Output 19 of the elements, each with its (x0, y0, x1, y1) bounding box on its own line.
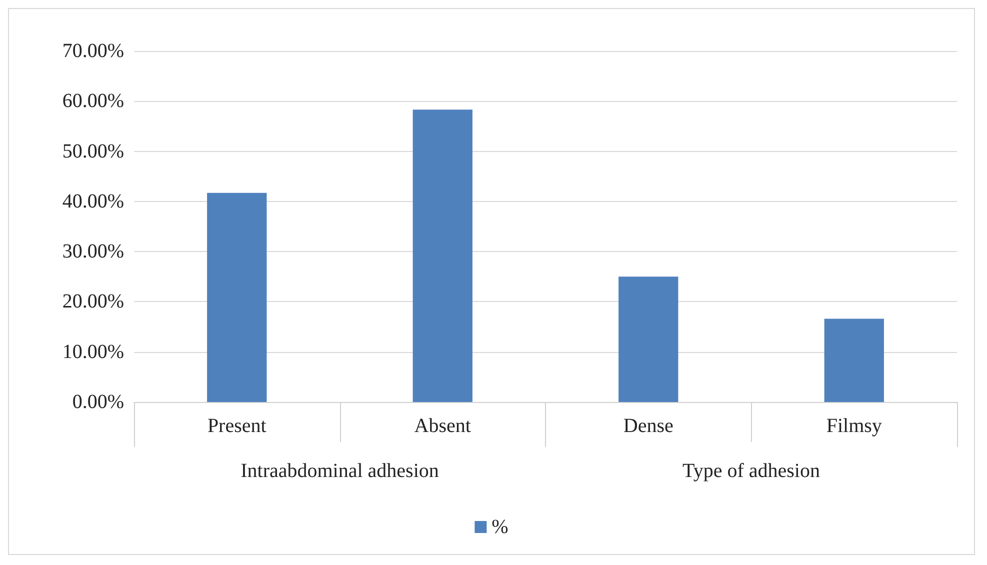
y-tick-label: 30.00% (62, 240, 124, 263)
y-tick-label: 0.00% (72, 391, 124, 413)
y-tick-label: 10.00% (62, 340, 124, 363)
text: Type of adhesion (682, 460, 820, 482)
y-tick-label: 40.00% (62, 190, 124, 212)
bar (824, 318, 884, 402)
x-tick-label: Filmsy (826, 415, 882, 437)
bar (207, 192, 267, 402)
x-tick-label: Present (207, 415, 267, 437)
x-tick-label: Dense (623, 415, 674, 437)
text: Intraabdominal adhesion (240, 460, 439, 482)
y-tick-label: 70.00% (62, 40, 124, 62)
legend-label: % (492, 516, 508, 538)
bar (618, 276, 678, 402)
bar (412, 110, 472, 402)
x-tick-label: Absent (414, 415, 472, 437)
y-tick-label: 50.00% (62, 140, 124, 162)
y-tick-label: 20.00% (62, 290, 124, 313)
y-tick-label: 60.00% (62, 90, 124, 112)
